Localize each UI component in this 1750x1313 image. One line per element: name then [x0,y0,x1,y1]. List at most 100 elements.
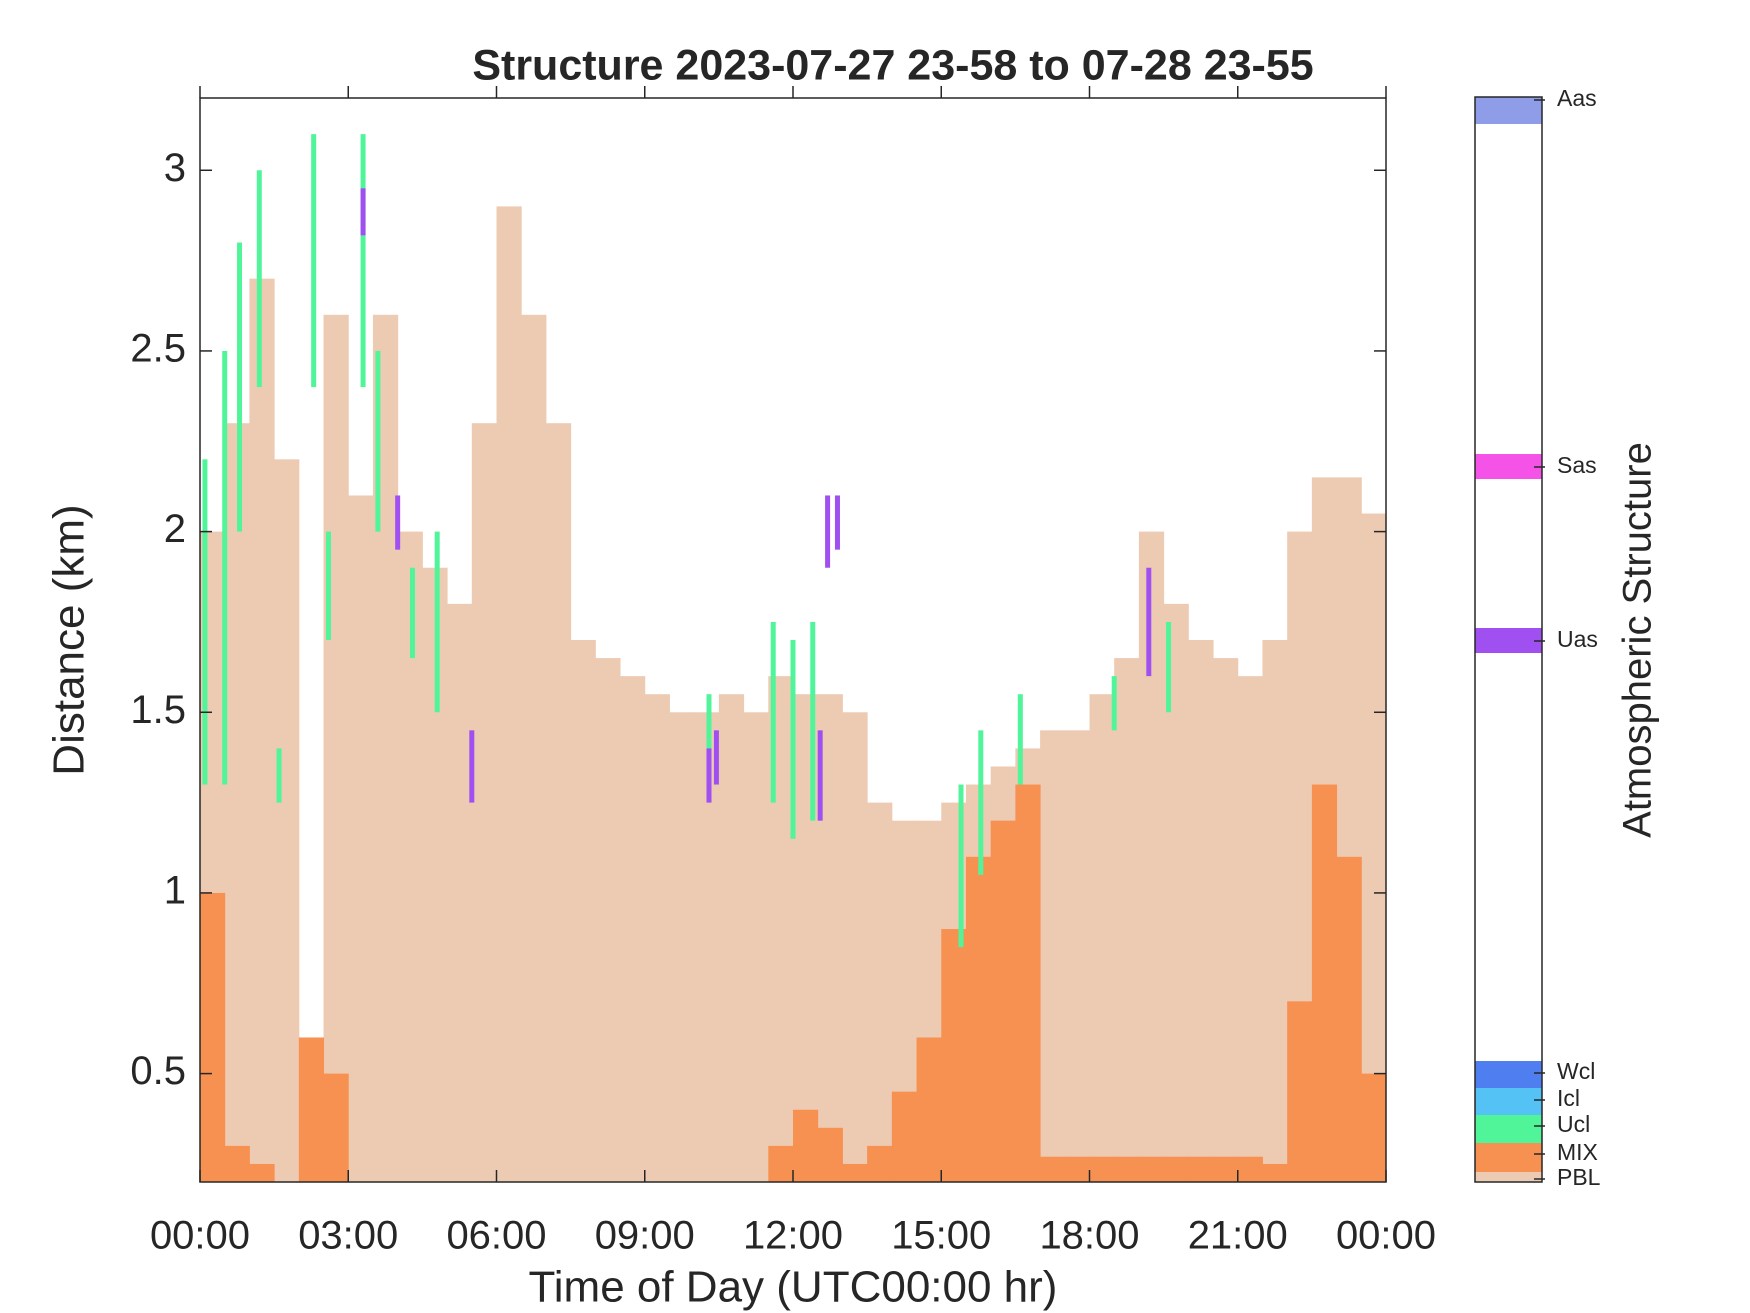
ucl-bar [276,748,282,803]
pbl-bar [867,802,893,1182]
colorbar-swatch [1475,1172,1542,1182]
y-tick-label: 1.5 [130,688,186,732]
ucl-bar [1166,621,1172,713]
ucl-bar [810,621,816,821]
y-tick-label: 3 [164,146,186,190]
x-tick-label: 00:00 [150,1214,250,1258]
pbl-bar [1361,513,1387,1182]
pbl-bar [743,712,769,1182]
pbl-bar [718,694,745,1182]
uas-bar [825,495,831,568]
ucl-bar [256,170,262,388]
x-tick-label: 15:00 [891,1214,991,1258]
pbl-bar [323,314,349,1182]
uas-bar [395,495,401,550]
mix-bar [1114,1156,1140,1182]
colorbar-label: Uas [1557,626,1598,652]
colorbar-label: Atmospheric Structure [1616,442,1660,838]
mix-bar [249,1163,275,1182]
x-tick-label: 21:00 [1188,1214,1288,1258]
x-axis-label: Time of Day (UTC00:00 hr) [529,1263,1058,1312]
x-tick-label: 03:00 [298,1214,398,1258]
ucl-bar [202,459,208,785]
colorbar-swatch [1475,1061,1542,1088]
pbl-bar [570,640,596,1182]
mix-bar [1237,1156,1263,1182]
uas-bar [817,730,823,821]
colorbar-label: Ucl [1557,1111,1590,1137]
mix-bar [1089,1156,1115,1182]
pbl-bar [1040,730,1066,1182]
pbl-bar [669,712,695,1182]
pbl-bar [471,423,497,1182]
colorbar-swatch [1475,628,1542,653]
pbl-bar [447,603,473,1182]
mix-bar [867,1145,893,1182]
pbl-bar [620,676,646,1182]
pbl-bar [1262,640,1288,1182]
ucl-bar [958,784,964,948]
mix-bar [1336,856,1362,1182]
pbl-bar [1188,640,1214,1182]
colorbar-label: MIX [1557,1139,1598,1165]
colorbar-swatch [1475,1115,1542,1143]
pbl-bar [842,712,868,1182]
mix-bar [323,1073,349,1182]
ucl-bar [375,350,381,532]
colorbar-swatch [1475,1143,1542,1172]
colorbar-frame [1474,96,1543,1183]
mix-bar [1287,1001,1313,1182]
x-tick-label: 18:00 [1039,1214,1139,1258]
mix-bar [965,856,992,1182]
mix-bar [891,1091,918,1182]
y-tick-label: 2.5 [130,326,186,370]
x-tick-label: 06:00 [446,1214,546,1258]
mix-bar [1064,1156,1090,1182]
colorbar-label: Sas [1557,452,1597,478]
mix-bar [990,820,1016,1182]
chart-title: Structure 2023-07-27 23-58 to 07-28 23-5… [472,41,1313,89]
uas-bar [706,748,712,803]
pbl-bar [1114,658,1140,1182]
ucl-bar [237,242,243,532]
pbl-bar [348,495,374,1182]
pbl-bar [1138,531,1165,1182]
uas-bar [713,730,719,785]
colorbar-swatch [1475,97,1542,124]
pbl-bar [545,423,572,1182]
y-tick-label: 1 [164,868,186,912]
x-tick-label: 09:00 [595,1214,695,1258]
ucl-bar [1017,694,1023,785]
mix-bar [842,1163,868,1182]
y-tick-label: 2 [164,507,186,551]
y-axis-label: Distance (km) [45,504,94,775]
ucl-bar [770,621,776,803]
mix-bar [941,929,967,1182]
uas-bar [360,188,366,236]
pbl-bar [1064,730,1090,1182]
ucl-bar [706,694,712,785]
ucl-bar [434,531,440,713]
colorbar-label: Aas [1557,85,1597,111]
pbl-bar [1213,658,1239,1182]
pbl-bar [1089,694,1115,1182]
x-tick-label: 12:00 [743,1214,843,1258]
mix-bar [1262,1163,1288,1182]
ucl-bar [978,730,984,875]
pbl-bar [496,206,522,1182]
colorbar-label: Wcl [1557,1058,1595,1084]
mix-bar [768,1145,794,1182]
mix-bar [1213,1156,1239,1182]
mix-bar [1163,1156,1189,1182]
mix-bar [1138,1156,1165,1182]
mix-bar [916,1037,942,1182]
mix-bar [793,1109,819,1182]
mix-bar [1311,784,1338,1182]
mix-bar [1040,1156,1066,1182]
ucl-bar [1111,676,1117,731]
ucl-bar [311,134,317,388]
colorbar-swatch [1475,1088,1542,1115]
pbl-bar [249,278,275,1183]
